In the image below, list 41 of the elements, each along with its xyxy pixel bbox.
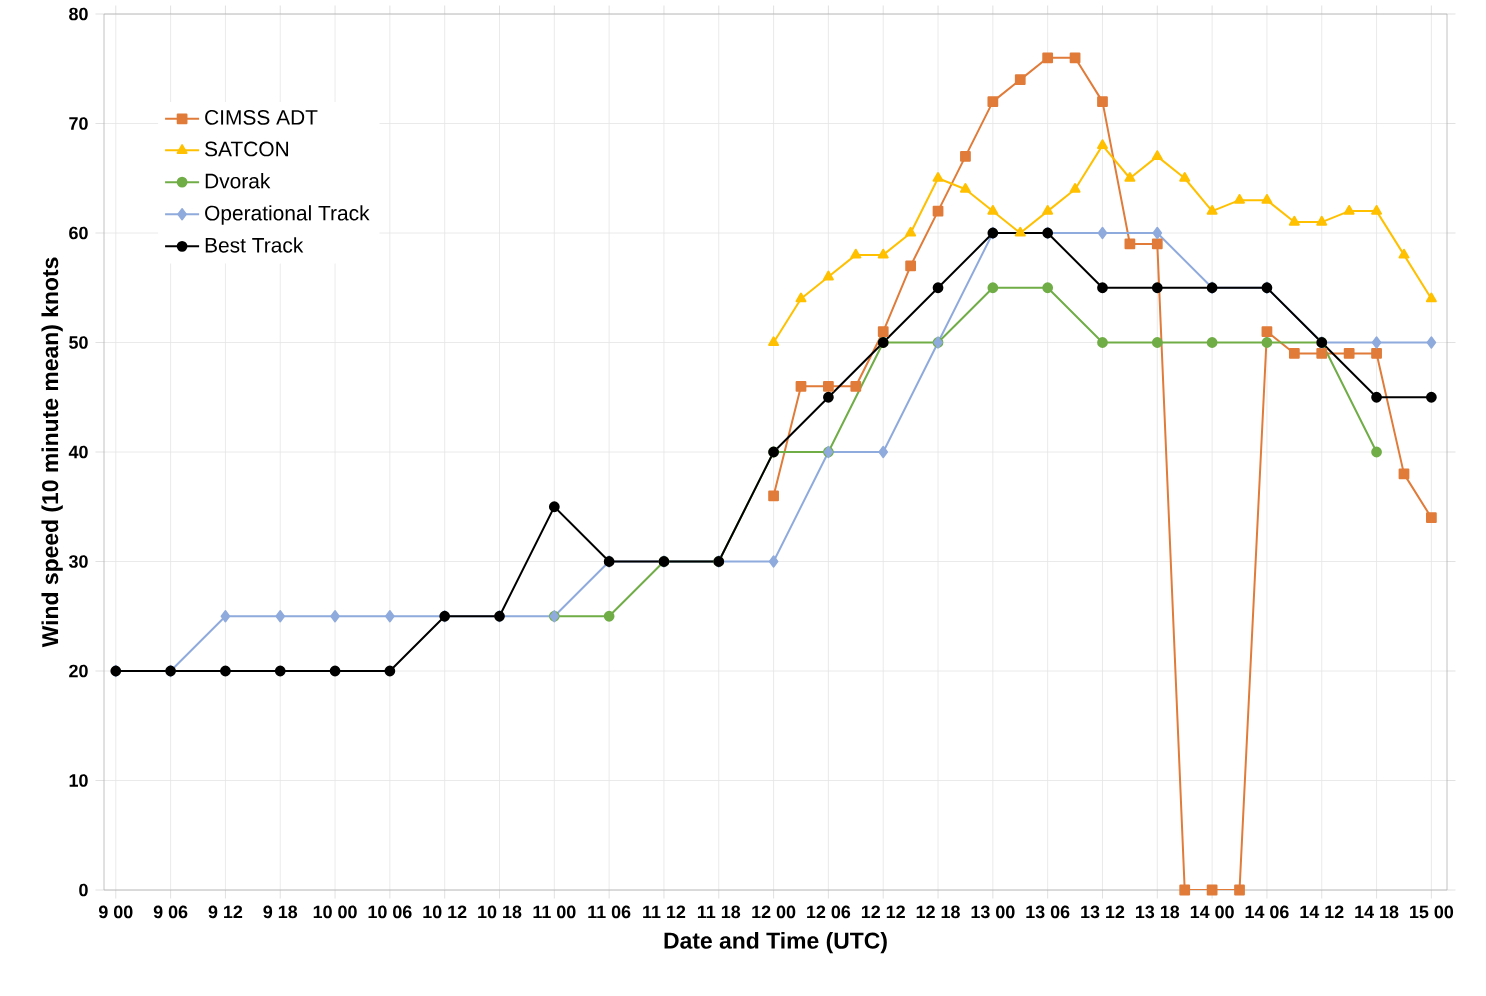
x-tick-label: 11 06 — [588, 905, 631, 919]
x-tick-label: 9 12 — [208, 905, 243, 919]
x-tick-label: 11 12 — [643, 905, 686, 919]
x-tick-label: 9 18 — [263, 905, 298, 919]
x-tick-label: 14 00 — [1190, 905, 1234, 919]
y-tick-label: 40 — [68, 445, 88, 459]
y-axis-title: Wind speed (10 minute mean) knots — [41, 257, 63, 648]
x-tick-label: 9 00 — [98, 905, 133, 919]
y-tick-label: 0 — [79, 883, 88, 897]
x-tick-label: 10 12 — [423, 905, 467, 919]
x-tick-label: 13 12 — [1081, 905, 1125, 919]
legend-label: Operational Track — [205, 205, 370, 225]
y-tick-label: 80 — [69, 7, 88, 21]
x-tick-label: 12 00 — [752, 905, 796, 919]
y-tick-label: 10 — [69, 774, 88, 787]
x-tick-label: 13 06 — [1026, 905, 1070, 919]
y-tick-label: 60 — [69, 226, 88, 240]
x-tick-label: 10 18 — [478, 905, 522, 919]
legend-label: CIMSS ADT — [205, 109, 318, 125]
x-tick-label: 10 00 — [313, 905, 357, 919]
y-tick-label: 70 — [69, 117, 88, 130]
y-tick-label: 20 — [69, 664, 88, 678]
x-tick-label: 10 06 — [368, 905, 412, 919]
x-tick-label: 12 12 — [861, 905, 905, 919]
x-tick-label: 13 00 — [971, 905, 1015, 919]
x-tick-label: 14 18 — [1355, 905, 1399, 919]
x-tick-label: 12 06 — [807, 905, 851, 919]
y-tick-label: 50 — [69, 336, 88, 349]
x-tick-label: 14 06 — [1245, 905, 1289, 919]
x-tick-label: 13 18 — [1135, 905, 1180, 919]
x-tick-label: 12 18 — [916, 905, 960, 919]
x-tick-label: 9 06 — [153, 905, 188, 919]
legend-label: Dvorak — [205, 173, 271, 189]
x-axis-title: Date and Time (UTC) — [664, 931, 887, 954]
legend-label: Best Track — [205, 237, 304, 253]
x-tick-label: 14 12 — [1300, 905, 1344, 919]
x-tick-label: 11 00 — [533, 905, 576, 919]
x-tick-label: 11 18 — [697, 905, 741, 919]
y-tick-label: 30 — [68, 555, 88, 568]
x-tick-label: 15 00 — [1410, 905, 1454, 919]
legend-label: SATCON — [205, 141, 289, 157]
